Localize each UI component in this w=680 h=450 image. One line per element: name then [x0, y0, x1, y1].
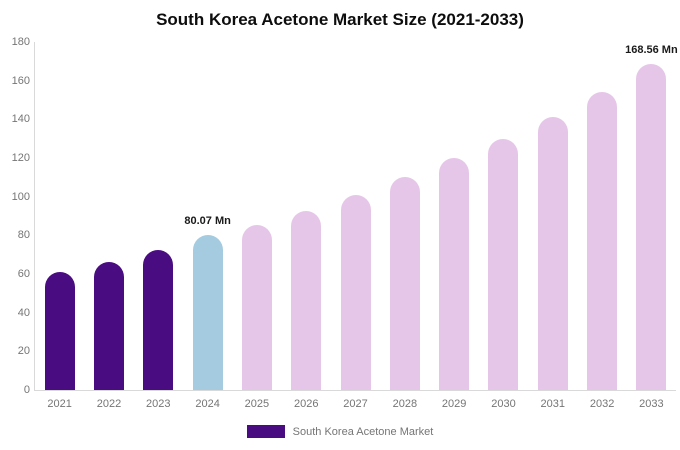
bar-band-2032: 2032	[577, 42, 626, 410]
x-axis-label-2031: 2031	[540, 398, 566, 410]
bar-2023	[143, 249, 174, 390]
y-tick-label: 20	[17, 345, 30, 358]
x-axis-label-2026: 2026	[293, 398, 319, 410]
x-axis-label-2033: 2033	[639, 398, 664, 410]
bar-band-2026: 2026	[282, 42, 331, 410]
value-label-2024: 80.07 Mn	[184, 215, 231, 228]
legend-label: South Korea Acetone Market	[292, 425, 434, 438]
legend: South Korea Acetone Market	[0, 425, 680, 438]
y-tick-label: 60	[17, 268, 30, 280]
x-axis-label-2027: 2027	[343, 398, 368, 410]
bar-2033	[636, 64, 667, 390]
bar-band-2022: 2022	[84, 42, 133, 410]
y-tick-label: 80	[17, 229, 30, 242]
x-axis-label-2029: 2029	[441, 398, 467, 410]
bar-2029	[439, 158, 470, 390]
bar-band-2031: 2031	[528, 42, 577, 410]
y-axis: 0 20 40 60 80 100 120 140 160 180	[0, 0, 30, 450]
y-tick-label: 0	[23, 384, 30, 396]
bar-2030	[488, 138, 519, 390]
y-tick-label: 120	[11, 152, 30, 164]
bar-band-2025: 2025	[232, 42, 281, 410]
bar-band-2027: 2027	[331, 42, 380, 410]
y-tick-label: 160	[11, 74, 30, 87]
bar-2022	[93, 262, 124, 390]
x-axis-label-2022: 2022	[96, 398, 122, 410]
x-axis-label-2030: 2030	[491, 398, 516, 410]
bar-2024	[192, 235, 223, 390]
x-axis-label-2024: 2024	[195, 398, 220, 410]
bar-2021	[44, 272, 75, 390]
bar-2025	[241, 224, 272, 390]
bar-band-2029: 2029	[430, 42, 479, 410]
x-axis-label-2028: 2028	[392, 398, 418, 410]
bar-2032	[587, 92, 618, 390]
x-axis-label-2023: 2023	[146, 398, 171, 410]
bar-band-2030: 2030	[479, 42, 528, 410]
y-tick-label: 40	[17, 306, 30, 319]
bar-band-2021: 2021	[35, 42, 84, 410]
bar-band-2024: 80.07 Mn 2024	[183, 42, 232, 410]
chart-title: South Korea Acetone Market Size (2021-20…	[156, 10, 524, 29]
y-tick-label: 180	[11, 36, 30, 48]
plot-area: 2021 2022 2023 80.07 Mn 2024 2025 2026 2027 2028…	[35, 42, 678, 410]
y-axis-line	[34, 42, 35, 390]
y-tick-label: 140	[11, 113, 30, 126]
bar-band-2033: 168.56 Mn 2033	[625, 42, 678, 410]
value-label-2033: 168.56 Mn	[625, 44, 678, 57]
legend-swatch	[246, 425, 285, 438]
bar-2026	[291, 211, 322, 390]
x-axis-label-2021: 2021	[47, 398, 72, 410]
x-axis-line	[34, 390, 676, 391]
bar-2031	[537, 117, 568, 390]
bar-2027	[340, 194, 371, 390]
x-axis-label-2025: 2025	[244, 398, 270, 410]
bar-2028	[389, 177, 420, 390]
bar-band-2028: 2028	[380, 42, 429, 410]
y-tick-label: 100	[11, 190, 30, 203]
bar-band-2023: 2023	[134, 42, 183, 410]
x-axis-label-2032: 2032	[589, 398, 615, 410]
